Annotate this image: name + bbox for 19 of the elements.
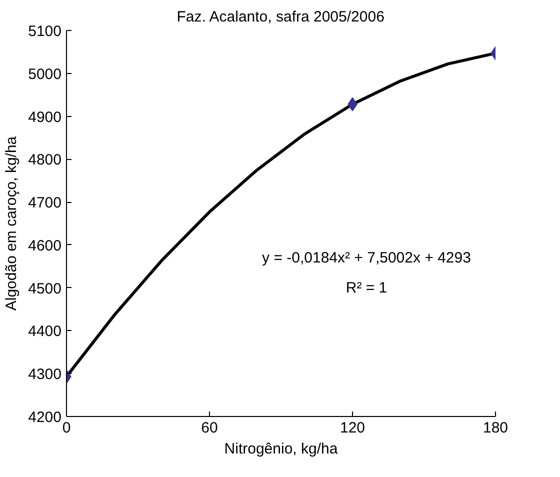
x-tick-label: 60 (201, 420, 218, 436)
annotation: R² = 1 (346, 280, 388, 296)
x-axis-title: Nitrogênio, kg/ha (224, 440, 338, 458)
y-tick-label: 4200 (28, 409, 62, 426)
y-tick-label: 4300 (28, 366, 62, 384)
y-tick-label: 4400 (28, 323, 62, 340)
y-tick-label: 4700 (28, 194, 62, 212)
y-tick-label: 4600 (28, 237, 62, 254)
y-tick-label: 4900 (28, 108, 62, 126)
y-tick-label: 4800 (28, 152, 62, 169)
y-tick-label: 4500 (28, 280, 62, 298)
x-tick-label: 120 (340, 420, 366, 436)
annotation: y = -0,0184x² + 7,5002x + 4293 (262, 250, 471, 266)
y-axis-title: Algodão em caroço, kg/ha (3, 136, 20, 311)
y-tick-label: 5100 (28, 23, 62, 40)
y-tick-label: 5000 (28, 66, 62, 83)
chart-title: Faz. Acalanto, safra 2005/2006 (176, 8, 384, 26)
x-tick-label: 180 (482, 420, 508, 436)
x-tick-label: 0 (62, 420, 71, 436)
